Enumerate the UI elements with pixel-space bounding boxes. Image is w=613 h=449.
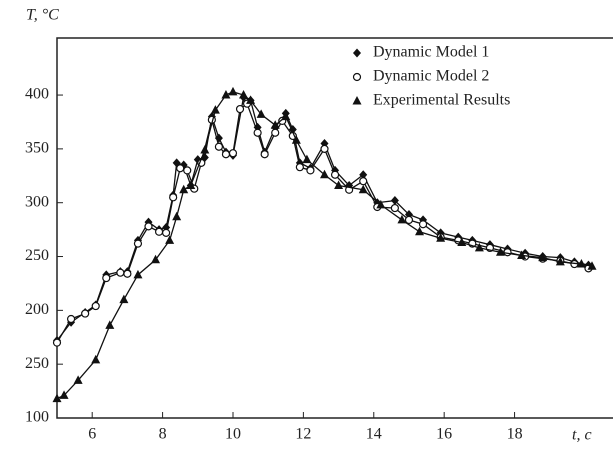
marker-triangle (281, 111, 291, 121)
marker-triangle (151, 254, 161, 264)
marker-circle (359, 177, 368, 186)
y-tick-label: 300 (25, 193, 49, 210)
marker-circle (52, 338, 62, 347)
marker-triangle (52, 393, 62, 403)
marker-triangle (73, 375, 83, 384)
marker-circle (91, 301, 100, 311)
marker-triangle (457, 237, 467, 247)
marker-triangle (587, 261, 597, 270)
marker-circle (176, 164, 185, 173)
marker-circle (295, 163, 304, 172)
legend-label: Dynamic Model 1 (373, 44, 489, 61)
marker-circle (214, 142, 224, 151)
y-axis-label: T, °C (26, 7, 59, 24)
marker-triangle (256, 109, 266, 118)
marker-triangle (239, 90, 249, 99)
marker-triangle (221, 90, 231, 99)
marker-triangle (186, 180, 196, 189)
marker-circle (183, 166, 192, 175)
marker-triangle (415, 226, 425, 236)
legend-label: Experimental Results (373, 92, 510, 109)
marker-triangle (576, 259, 586, 268)
x-tick-label: 10 (225, 426, 241, 443)
marker-circle (162, 228, 171, 237)
marker-triangle (555, 256, 565, 266)
marker-circle (418, 220, 428, 229)
marker-triangle (291, 135, 301, 144)
marker-triangle (172, 211, 182, 221)
series-line (56, 96, 589, 341)
marker-diamond (359, 170, 368, 180)
marker-circle (221, 150, 231, 159)
marker-triangle (105, 320, 115, 329)
y-tick-label: 100 (25, 409, 49, 426)
plot-frame (56, 37, 613, 419)
marker-circle (116, 268, 125, 277)
marker-circle (235, 104, 245, 114)
marker-triangle (246, 95, 256, 104)
marker-triangle (320, 169, 329, 179)
marker-triangle (210, 105, 220, 114)
y-tick-label: 200 (25, 301, 49, 318)
marker-circle (81, 309, 90, 318)
y-tick-label: 350 (25, 140, 49, 157)
marker-triangle (517, 250, 527, 259)
marker-triangle (397, 214, 407, 224)
marker-circle (352, 72, 362, 82)
marker-circle (133, 239, 143, 248)
marker-triangle (302, 154, 312, 164)
series-line (56, 102, 589, 343)
marker-triangle (133, 269, 143, 279)
y-tick-label: 250 (25, 247, 49, 264)
marker-triangle (200, 144, 210, 154)
marker-triangle (358, 184, 368, 194)
series-line (56, 91, 593, 400)
x-tick-label: 14 (366, 426, 382, 443)
marker-triangle (436, 233, 446, 242)
marker-circle (320, 144, 329, 153)
marker-circle (102, 273, 111, 283)
marker-triangle (376, 199, 386, 209)
x-tick-label: 8 (159, 426, 167, 443)
marker-circle (154, 227, 164, 236)
marker-circle (271, 128, 280, 137)
marker-triangle (352, 96, 362, 105)
marker-triangle (495, 247, 505, 256)
marker-circle (169, 193, 178, 202)
marker-circle (123, 269, 132, 278)
y-tick-label: 250 (25, 355, 49, 372)
marker-circle (66, 314, 76, 324)
marker-circle (253, 128, 262, 137)
marker-diamond (353, 48, 361, 58)
marker-triangle (474, 242, 484, 252)
marker-circle (503, 248, 512, 257)
marker-triangle (179, 184, 189, 194)
marker-circle (390, 203, 399, 213)
x-tick-label: 12 (295, 426, 311, 443)
marker-triangle (165, 235, 175, 244)
marker-circle (404, 215, 414, 225)
marker-circle (330, 170, 340, 179)
x-axis-label: t, c (572, 427, 592, 444)
marker-triangle (91, 354, 101, 364)
marker-triangle (59, 390, 69, 399)
marker-circle (306, 166, 315, 175)
marker-circle (228, 149, 238, 158)
x-tick-label: 6 (88, 426, 96, 443)
x-tick-label: 16 (436, 426, 452, 443)
legend-label: Dynamic Model 2 (373, 68, 489, 85)
marker-triangle (270, 120, 280, 129)
x-tick-label: 18 (507, 426, 523, 443)
marker-triangle (538, 252, 548, 262)
y-tick-label: 400 (25, 86, 49, 103)
marker-triangle (119, 294, 129, 304)
marker-circle (260, 150, 269, 159)
marker-triangle (334, 180, 344, 189)
marker-diamond (390, 196, 399, 206)
marker-triangle (228, 86, 238, 96)
marker-circle (144, 222, 153, 231)
